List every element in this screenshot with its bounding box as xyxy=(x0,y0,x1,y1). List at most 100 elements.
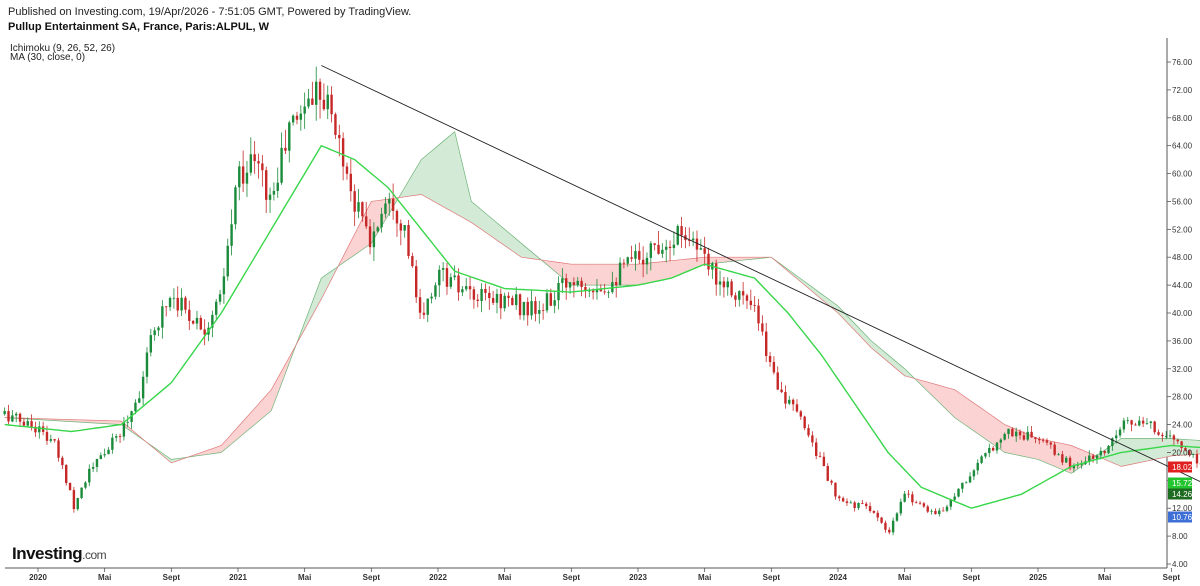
candle-body xyxy=(1180,441,1183,448)
candle xyxy=(1115,430,1118,444)
candle xyxy=(953,492,956,501)
candle-body xyxy=(995,442,999,451)
candle xyxy=(491,291,495,306)
candle-body xyxy=(1065,457,1068,463)
candle xyxy=(499,288,503,320)
candle xyxy=(357,188,360,219)
candle xyxy=(961,482,964,493)
candle xyxy=(815,438,818,460)
candle-body xyxy=(245,172,249,184)
candle xyxy=(115,433,118,442)
candle xyxy=(980,455,983,465)
cloud-segment xyxy=(962,395,968,427)
candle-body xyxy=(603,291,606,293)
candle-body xyxy=(1011,428,1014,437)
candle-body xyxy=(518,294,522,316)
cloud-segment xyxy=(358,217,364,253)
candle-body xyxy=(768,356,772,363)
candle-body xyxy=(365,216,368,227)
candle xyxy=(7,404,10,425)
candle xyxy=(1034,437,1037,444)
y-tick-label: 12.00 xyxy=(1172,504,1193,513)
candle xyxy=(915,500,918,504)
x-tick-label: 2023 xyxy=(629,573,647,582)
cloud-segment xyxy=(679,259,685,275)
cloud-segment xyxy=(412,165,418,196)
chart-title: Pullup Entertainment SA, France, Paris:A… xyxy=(8,21,269,33)
candle xyxy=(418,289,422,320)
candle xyxy=(1072,463,1076,473)
candle-body xyxy=(84,482,87,488)
candle-body xyxy=(838,496,841,499)
candle xyxy=(753,296,756,312)
candle-body xyxy=(722,281,726,288)
candle-body xyxy=(1168,435,1172,437)
candle-body xyxy=(465,286,468,290)
candle xyxy=(284,129,287,155)
candle-body xyxy=(734,295,737,300)
candle-body xyxy=(1161,434,1164,437)
candle xyxy=(411,252,414,268)
candle xyxy=(226,238,229,281)
candle xyxy=(784,385,787,409)
candle-body xyxy=(961,482,964,489)
x-tick-label: Mai xyxy=(898,573,911,582)
candle xyxy=(557,276,560,310)
y-tick-label: 36.00 xyxy=(1172,337,1193,346)
candle-body xyxy=(1172,435,1176,440)
candle xyxy=(768,351,772,367)
last-value-tag-label: 14.26 xyxy=(1172,490,1193,499)
candle-body xyxy=(376,227,379,232)
candle xyxy=(1026,426,1029,442)
y-tick-label: 64.00 xyxy=(1172,142,1193,151)
candle-body xyxy=(307,98,310,107)
cloud-segment xyxy=(587,263,593,286)
indicator-ichimoku-label: Ichimoku (9, 26, 52, 26) xyxy=(10,43,116,54)
candle xyxy=(791,398,795,411)
candle-body xyxy=(553,300,556,306)
candle-body xyxy=(818,455,822,457)
candle-body xyxy=(15,413,18,416)
x-tick-label: 2021 xyxy=(229,573,247,582)
candle-body xyxy=(984,453,987,457)
cloud-segment xyxy=(633,263,639,286)
candle xyxy=(807,424,810,438)
candle-body xyxy=(203,329,206,335)
candle xyxy=(918,501,922,505)
candle xyxy=(515,286,518,310)
candle xyxy=(334,112,337,140)
candle xyxy=(461,286,464,296)
candle-body xyxy=(545,293,549,311)
candle xyxy=(1065,455,1068,464)
candle-body xyxy=(895,513,899,521)
candle xyxy=(484,283,487,301)
candle xyxy=(995,441,999,454)
candle-body xyxy=(1061,454,1064,463)
candle-body xyxy=(99,455,103,459)
candle-body xyxy=(326,94,329,110)
candle xyxy=(868,502,872,513)
candle xyxy=(122,417,126,441)
candle xyxy=(822,452,826,467)
candle xyxy=(676,224,679,246)
candle xyxy=(353,184,356,227)
candle xyxy=(430,292,433,304)
candle-body xyxy=(911,494,914,503)
candle-body xyxy=(57,440,60,458)
candle-body xyxy=(849,502,853,504)
candle xyxy=(718,270,722,296)
candle-body xyxy=(1145,422,1149,424)
candle-body xyxy=(965,482,968,484)
x-tick-label: Sept xyxy=(563,573,581,582)
candle-body xyxy=(284,147,287,151)
candle-body xyxy=(288,122,291,151)
candle-body xyxy=(357,202,360,212)
candle-body xyxy=(345,166,349,174)
candle-body xyxy=(1165,436,1168,437)
candle xyxy=(49,434,53,443)
candle-body xyxy=(807,428,810,436)
candle xyxy=(445,262,449,295)
candle xyxy=(830,479,833,486)
candle-body xyxy=(584,286,587,292)
